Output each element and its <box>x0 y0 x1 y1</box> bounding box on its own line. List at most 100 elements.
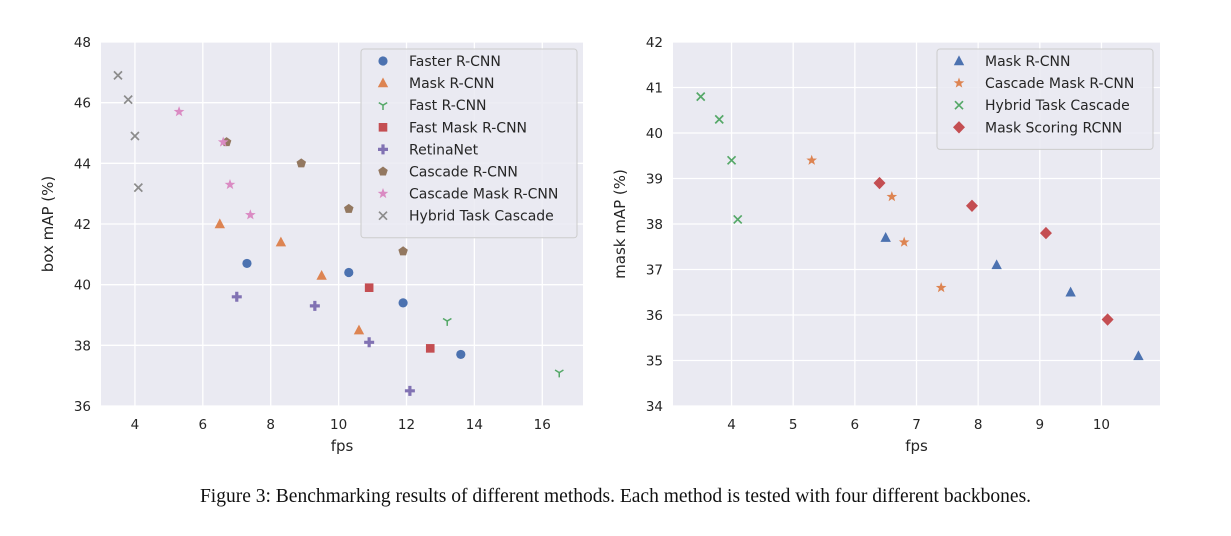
box-map-legend-marker-cascade-mask-r-cnn <box>377 188 389 199</box>
box-map-legend-label-faster-r-cnn: Faster R-CNN <box>409 54 501 70</box>
mask-map-x-tick-label: 10 <box>1093 417 1110 433</box>
box-map-series-mask-r-cnn <box>214 218 365 335</box>
mask-map-point-mask-scoring-rcnn <box>1101 313 1114 326</box>
box-map-legend-marker-mask-r-cnn <box>377 77 389 88</box>
mask-map-y-tick-label: 41 <box>646 81 663 97</box>
box-map-series-faster-r-cnn <box>242 258 466 360</box>
box-map-y-tick-label: 42 <box>74 217 91 233</box>
box-map-point-mask-r-cnn <box>316 269 327 280</box>
mask-map-series-mask-scoring-rcnn <box>873 176 1114 326</box>
box-map-point-mask-r-cnn <box>214 218 226 229</box>
box-map-legend-label-hybrid-task-cascade: Hybrid Task Cascade <box>409 209 554 225</box>
box-map-legend: Faster R-CNN Mask R-CNN Fast R-CNN Fast Mas… <box>360 48 578 239</box>
box-map-legend-marker-cascade-r-cnn <box>378 166 388 176</box>
box-map-legend-marker-fast-mask-r-cnn <box>378 123 388 132</box>
box-map-point-retinanet <box>364 337 375 348</box>
mask-map-point-mask-scoring-rcnn <box>873 176 886 190</box>
box-map-point-cascade-mask-r-cnn <box>217 136 229 147</box>
box-map-series-cascade-mask-r-cnn <box>173 106 256 220</box>
box-map-legend-label-fast-mask-r-cnn: Fast Mask R-CNN <box>409 120 527 136</box>
mask-map-x-tick-label: 9 <box>1035 417 1044 433</box>
box-map-y-ticks: 36 38 40 42 44 46 48 <box>74 35 91 415</box>
mask-map-y-axis-label: mask mAP (%) <box>611 169 629 279</box>
box-map-legend-label-fast-r-cnn: Fast R-CNN <box>409 98 487 114</box>
box-map-y-tick-label: 38 <box>74 338 91 354</box>
box-map-y-tick-label: 44 <box>74 156 91 172</box>
mask-map-point-cascade-mask-r-cnn <box>898 236 910 247</box>
mask-map-series-cascade-mask-r-cnn <box>806 154 947 293</box>
mask-map-point-mask-scoring-rcnn <box>965 199 978 212</box>
box-map-x-tick-label: 10 <box>330 417 347 433</box>
mask-map-point-mask-r-cnn <box>1065 286 1076 297</box>
mask-map-chart: 4 5 6 7 8 9 10 34 35 36 37 38 39 40 41 42 fps mask mAP (%… <box>611 35 1160 455</box>
box-map-point-cascade-r-cnn <box>398 246 408 256</box>
mask-map-legend-marker-hybrid-task-cascade <box>954 100 964 110</box>
box-map-point-faster-r-cnn <box>398 298 408 308</box>
box-map-series-hybrid-task-cascade <box>113 70 143 193</box>
mask-map-point-cascade-mask-r-cnn <box>886 191 898 202</box>
mask-map-x-ticks: 4 5 6 7 8 9 10 <box>727 417 1110 433</box>
box-map-point-cascade-r-cnn <box>296 158 307 168</box>
box-map-series-retinanet <box>231 291 415 396</box>
mask-map-x-tick-label: 8 <box>974 417 983 433</box>
box-map-point-faster-r-cnn <box>344 267 354 278</box>
mask-map-point-mask-r-cnn <box>1133 350 1144 361</box>
box-map-point-retinanet <box>404 385 415 396</box>
box-map-legend-frame <box>360 48 578 239</box>
mask-map-point-mask-r-cnn <box>880 232 891 242</box>
mask-map-legend-label-hybrid-task-cascade: Hybrid Task Cascade <box>985 98 1130 114</box>
mask-map-series-hybrid-task-cascade <box>696 91 743 225</box>
mask-map-y-tick-label: 39 <box>646 172 663 188</box>
box-map-point-hybrid-task-cascade <box>133 182 143 193</box>
box-map-x-tick-label: 14 <box>466 417 483 433</box>
mask-map-legend-label-mask-r-cnn: Mask R-CNN <box>985 54 1070 70</box>
mask-map-x-tick-label: 6 <box>851 417 860 433</box>
box-map-legend-marker-fast-r-cnn <box>378 101 388 110</box>
box-map-point-hybrid-task-cascade <box>130 131 140 141</box>
box-map-x-tick-label: 4 <box>131 417 140 433</box>
mask-map-point-hybrid-task-cascade <box>696 91 706 102</box>
mask-map-point-hybrid-task-cascade <box>726 155 737 165</box>
box-map-y-tick-label: 40 <box>74 278 91 294</box>
box-map-x-axis-label: fps <box>331 437 354 455</box>
box-map-point-retinanet <box>231 291 242 302</box>
box-map-point-mask-r-cnn <box>353 324 365 335</box>
box-map-x-ticks: 4 6 8 10 12 14 16 <box>131 417 551 433</box>
mask-map-y-tick-label: 37 <box>646 263 663 279</box>
box-map-legend-marker-hybrid-task-cascade <box>378 211 388 221</box>
box-map-x-tick-label: 8 <box>266 417 275 433</box>
box-map-point-fast-mask-r-cnn <box>364 283 374 292</box>
mask-map-y-tick-label: 40 <box>646 126 663 142</box>
mask-map-x-tick-label: 7 <box>912 417 921 433</box>
box-map-point-mask-r-cnn <box>275 236 287 247</box>
box-map-point-cascade-r-cnn <box>344 203 354 213</box>
mask-map-legend: Mask R-CNN Cascade Mask R-CNN Hybrid Task … <box>936 48 1154 150</box>
box-map-legend-label-mask-r-cnn: Mask R-CNN <box>409 76 494 92</box>
mask-map-y-ticks: 34 35 36 37 38 39 40 41 42 <box>646 35 663 415</box>
mask-map-legend-label-cascade-mask-r-cnn: Cascade Mask R-CNN <box>985 76 1134 92</box>
box-map-x-tick-label: 16 <box>534 417 551 433</box>
box-map-point-faster-r-cnn <box>242 258 252 269</box>
mask-map-point-cascade-mask-r-cnn <box>935 282 947 293</box>
box-map-x-tick-label: 6 <box>199 417 208 433</box>
mask-map-data-points <box>696 91 1144 361</box>
box-map-y-tick-label: 36 <box>74 399 91 415</box>
box-map-legend-label-retinanet: RetinaNet <box>409 142 479 158</box>
box-map-point-fast-r-cnn <box>442 317 452 326</box>
mask-map-point-mask-r-cnn <box>991 259 1002 270</box>
mask-map-point-hybrid-task-cascade <box>733 214 743 225</box>
mask-map-y-tick-label: 36 <box>646 308 663 324</box>
box-map-series-fast-mask-r-cnn <box>364 283 435 353</box>
mask-map-point-hybrid-task-cascade <box>714 114 724 124</box>
box-map-point-fast-r-cnn <box>554 369 564 378</box>
box-map-point-fast-mask-r-cnn <box>425 344 435 353</box>
mask-map-legend-label-mask-scoring-rcnn: Mask Scoring RCNN <box>985 120 1122 136</box>
box-map-point-hybrid-task-cascade <box>113 70 123 80</box>
box-map-point-retinanet <box>309 300 320 311</box>
box-map-point-cascade-mask-r-cnn <box>245 209 256 220</box>
mask-map-point-mask-scoring-rcnn <box>1039 226 1052 240</box>
mask-map-y-tick-label: 35 <box>646 354 663 370</box>
box-map-series-cascade-r-cnn <box>221 137 408 256</box>
box-map-legend-label-cascade-r-cnn: Cascade R-CNN <box>409 165 518 181</box>
